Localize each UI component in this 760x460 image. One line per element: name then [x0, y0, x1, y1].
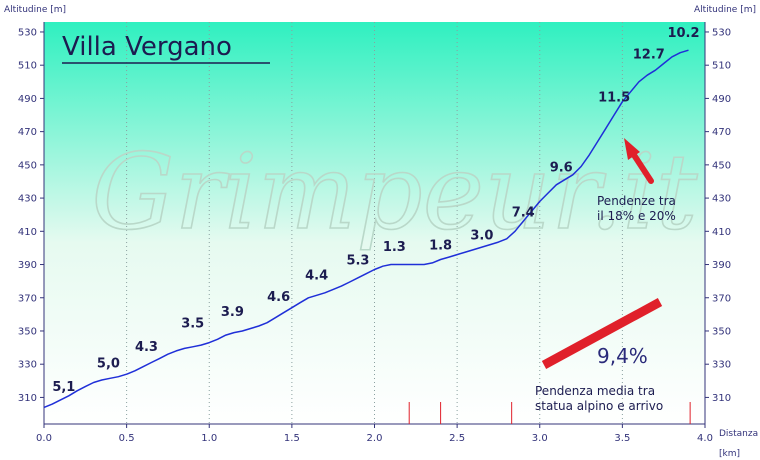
y-tick-label-left-2: 350	[18, 326, 37, 337]
x-tick-label-4: 2.0	[367, 433, 383, 444]
slope-label-15: 10.2	[667, 26, 699, 41]
steep-note-line1: Pendenze tra	[597, 194, 676, 208]
y-tick-label-right-3: 370	[712, 293, 731, 304]
y-tick-label-right-7: 450	[712, 160, 731, 171]
y-tick-label-right-1: 330	[712, 360, 731, 371]
x-tick-label-1: 0.5	[119, 433, 135, 444]
slope-label-13: 11.5	[598, 91, 630, 106]
y-tick-label-left-8: 470	[18, 127, 37, 138]
steep-section-arrow	[624, 138, 654, 184]
average-gradient-bar	[541, 298, 663, 369]
y-tick-label-left-11: 530	[18, 27, 37, 38]
slope-label-6: 4.4	[305, 268, 328, 283]
vertical-gridlines	[126, 22, 623, 424]
y-tick-label-left-0: 310	[18, 393, 37, 404]
y-axis-label-right: Altitudine [m]	[694, 5, 756, 15]
y-tick-label-right-10: 510	[712, 61, 731, 72]
y-tick-label-left-6: 430	[18, 194, 37, 205]
elevation-line	[43, 49, 689, 409]
x-tick-label-3: 1.5	[284, 433, 300, 444]
y-tick-label-right-8: 470	[712, 127, 731, 138]
y-tick-label-right-11: 530	[712, 27, 731, 38]
y-axis-label-left: Altitudine [m]	[4, 5, 66, 15]
slope-label-8: 1.3	[383, 240, 406, 255]
x-tick-label-7: 3.5	[614, 433, 630, 444]
slope-label-4: 3.9	[221, 305, 244, 320]
y-tick-label-right-0: 310	[712, 393, 731, 404]
y-tick-label-left-5: 410	[18, 227, 37, 238]
slope-label-7: 5.3	[346, 254, 369, 269]
slope-label-9: 1.8	[429, 239, 452, 254]
x-axis-label: Distanza	[719, 429, 758, 439]
slope-label-2: 4.3	[135, 340, 158, 355]
x-tick-label-0: 0.0	[36, 433, 52, 444]
y-tick-label-left-1: 330	[18, 360, 37, 371]
y-tick-label-left-7: 450	[18, 160, 37, 171]
average-note-line2: statua alpino e arrivo	[535, 399, 663, 413]
average-gradient-value: 9,4%	[597, 344, 648, 368]
slope-label-3: 3.5	[181, 317, 204, 332]
slope-label-11: 7.4	[512, 205, 535, 220]
y-tick-label-right-6: 430	[712, 194, 731, 205]
y-tick-label-right-5: 410	[712, 227, 731, 238]
slope-label-12: 9.6	[550, 161, 573, 176]
y-tick-label-right-2: 350	[712, 326, 731, 337]
slope-label-10: 3.0	[470, 229, 493, 244]
slope-label-1: 5,0	[97, 357, 120, 372]
x-tick-label-8: 4.0	[697, 433, 713, 444]
slope-label-14: 12.7	[633, 48, 665, 63]
y-tick-label-left-10: 510	[18, 61, 37, 72]
y-tick-label-right-9: 490	[712, 94, 731, 105]
slope-label-5: 4.6	[267, 290, 290, 305]
x-axis-unit: [km]	[719, 449, 740, 459]
slope-labels: 5,1 5,0 4.3 3.5 3.9 4.6 4.4 5.3 1.3 1.8 3.0 7.4 9.6 1…	[52, 26, 699, 395]
slope-label-0: 5,1	[52, 380, 75, 395]
y-tick-label-left-3: 370	[18, 293, 37, 304]
axes: 310 310 330 330 350 350 370 370 390 390 410 410 430 4…	[18, 22, 731, 444]
y-tick-label-left-9: 490	[18, 94, 37, 105]
y-tick-label-right-4: 390	[712, 260, 731, 271]
x-tick-label-6: 3.0	[532, 433, 548, 444]
x-tick-label-5: 2.5	[449, 433, 465, 444]
segment-markers	[408, 402, 691, 424]
average-note-line1: Pendenza media tra	[535, 384, 655, 398]
chart-title: Villa Vergano	[62, 32, 232, 62]
watermark: Grimpeur.it	[91, 131, 697, 253]
steep-note-line2: il 18% e 20%	[597, 209, 676, 223]
x-tick-label-2: 1.0	[201, 433, 217, 444]
y-tick-label-left-4: 390	[18, 260, 37, 271]
